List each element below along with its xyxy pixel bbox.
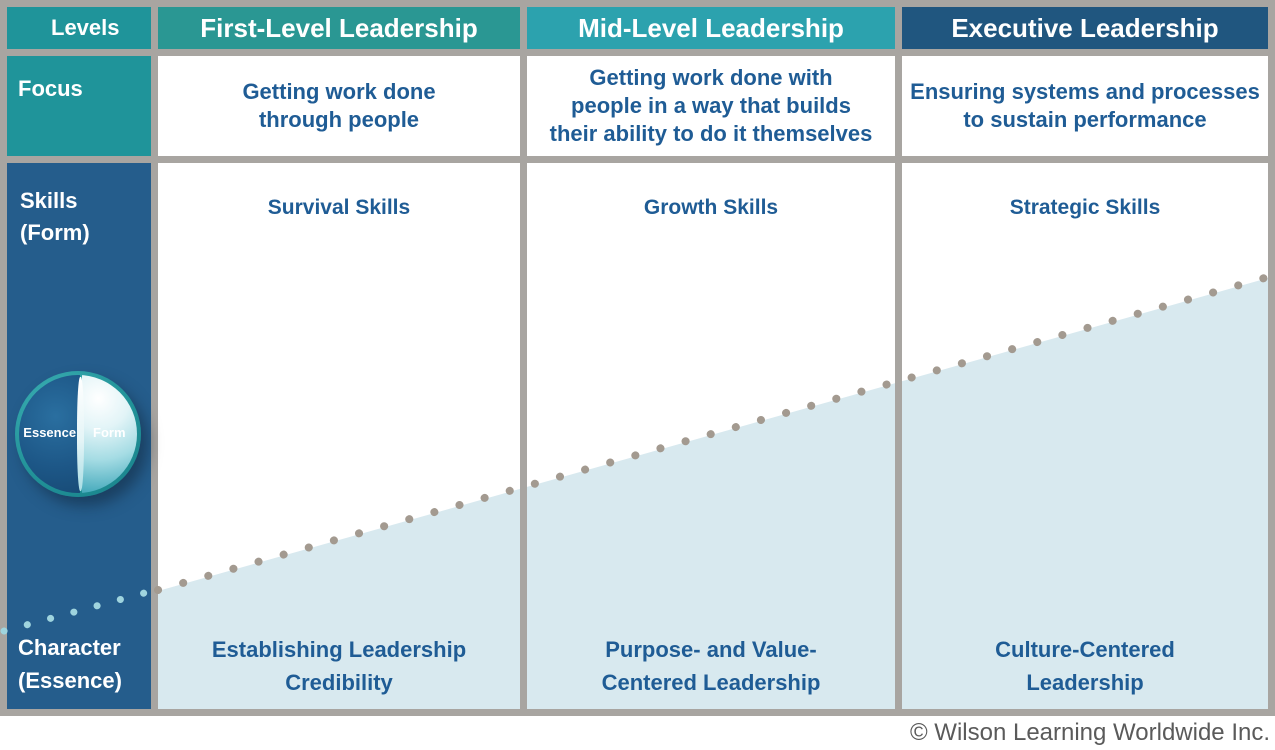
header-first-level: First-Level Leadership — [158, 7, 520, 49]
skills-character-side-cell: Skills (Form) Essence Form Character (Es… — [7, 163, 151, 709]
focus-row-label-cell: Focus — [7, 56, 151, 156]
character-essence-label: Character (Essence) — [18, 635, 122, 693]
levels-label: Levels — [51, 15, 120, 40]
focus-text-line: Getting work done with — [589, 65, 833, 90]
focus-label: Focus — [18, 76, 83, 101]
essence-form-sphere-icon: Essence Form — [15, 371, 141, 497]
character-executive: Culture-Centered Leadership — [995, 637, 1175, 695]
skills-form-label: Skills (Form) — [20, 188, 90, 245]
focus-first-level: Getting work done through people — [158, 56, 520, 156]
main-cell-first-level — [158, 163, 520, 709]
skills-first-level: Survival Skills — [267, 196, 411, 219]
levels-row-label-cell: Levels — [7, 7, 151, 49]
character-mid-level: Purpose- and Value- Centered Leadership — [601, 637, 821, 695]
skills-mid-level: Growth Skills — [643, 196, 779, 219]
skills-executive: Strategic Skills — [1009, 196, 1161, 219]
focus-text-line: Ensuring systems and processes — [910, 79, 1260, 104]
header-mid-level: Mid-Level Leadership — [527, 7, 895, 49]
levels-table: Levels First-Level Leadership Mid-Level … — [0, 0, 1275, 716]
focus-executive: Ensuring systems and processes to sustai… — [902, 56, 1268, 156]
focus-text-line: their ability to do it themselves — [549, 121, 873, 146]
column-divider — [520, 163, 527, 709]
header-executive: Executive Leadership — [902, 7, 1268, 49]
focus-text-line: people in a way that builds — [571, 93, 851, 118]
focus-text-line: to sustain performance — [963, 107, 1207, 132]
character-first-level: Establishing Leadership Credibility — [211, 637, 467, 695]
main-cell-mid-level — [527, 163, 895, 709]
sphere-divider — [76, 377, 84, 491]
essence-hemisphere: Essence — [19, 375, 81, 493]
focus-text-line: through people — [258, 107, 420, 132]
form-label: Form — [93, 425, 126, 440]
column-divider — [895, 163, 902, 709]
form-hemisphere: Form — [81, 375, 137, 493]
focus-mid-level: Getting work done with people in a way t… — [527, 56, 895, 156]
copyright-caption: © Wilson Learning Worldwide Inc. — [909, 719, 1270, 746]
focus-text-line: Getting work done — [242, 79, 436, 104]
main-cell-executive — [902, 163, 1268, 709]
essence-label: Essence — [23, 425, 77, 440]
